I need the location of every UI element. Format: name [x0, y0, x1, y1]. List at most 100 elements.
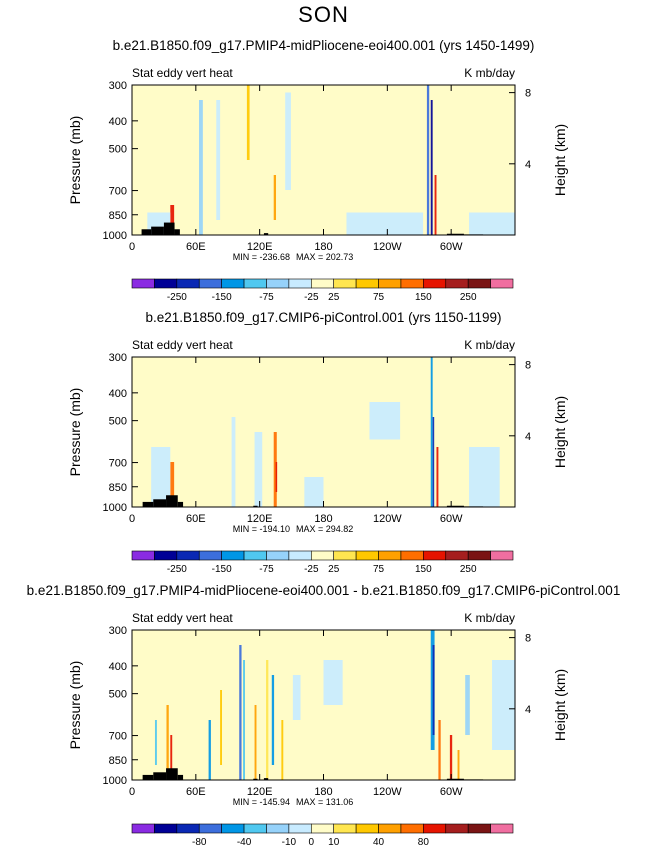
field-feature [430, 100, 433, 235]
x-tick-label: 180 [314, 241, 332, 253]
land-mask [253, 505, 258, 507]
y2-axis-label: Height (km) [552, 396, 568, 468]
land-mask [142, 774, 154, 780]
land-mask [263, 778, 269, 780]
x-tick-label: 0 [129, 786, 135, 798]
y-tick-label: 500 [109, 416, 127, 428]
x-tick-label: 120E [247, 241, 273, 253]
land-mask [253, 778, 258, 780]
field-feature [246, 85, 250, 160]
x-tick-label: 180 [314, 513, 332, 525]
colorbar-label: -25 [304, 564, 319, 572]
y2-tick-label: 4 [525, 431, 531, 443]
x-tick-label: 60W [440, 786, 463, 798]
x-tick-label: 60E [186, 241, 206, 253]
colorbar-label: -75 [259, 292, 274, 300]
colorbar-swatch [400, 823, 424, 834]
chart-svg: Stat eddy vert heat K mb/day 300 400 500 700 8… [67, 338, 568, 572]
y-tick-label: 1000 [103, 775, 127, 787]
colorbar-swatch [266, 550, 290, 561]
colorbar-swatch [131, 278, 155, 289]
colorbar-swatch [355, 823, 379, 834]
colorbar-swatch [198, 823, 222, 834]
panel-1: b.e21.B1850.f09_g17.PMIP4-midPliocene-eo… [0, 38, 647, 300]
y-axis-label: Pressure (mb) [67, 116, 83, 205]
colorbar-swatch [288, 823, 312, 834]
colorbar-swatch [467, 278, 491, 289]
y2-tick-label: 4 [525, 704, 531, 716]
land-mask [151, 226, 164, 235]
colorbar-swatch [221, 823, 245, 834]
colorbar-swatch [221, 278, 245, 289]
colorbar-label: 75 [373, 292, 385, 300]
panel-3: b.e21.B1850.f09_g17.PMIP4-midPliocene-eo… [0, 583, 647, 845]
x-tick-label: 180 [314, 786, 332, 798]
min-label: MIN = -194.10 [233, 524, 290, 534]
land-mask [446, 505, 464, 507]
land-mask [153, 499, 167, 507]
colorbar-swatch [355, 550, 379, 561]
y-tick-label: 700 [109, 186, 127, 198]
y2-tick-label: 8 [525, 633, 531, 645]
left-label: Stat eddy vert heat [132, 338, 233, 352]
land-mask [177, 774, 184, 780]
field-feature [432, 417, 435, 507]
colorbar-label: -25 [304, 292, 319, 300]
colorbar-swatch [467, 550, 491, 561]
panel-title: b.e21.B1850.f09_g17.PMIP4-midPliocene-eo… [112, 38, 535, 53]
colorbar-swatch [176, 823, 200, 834]
field-feature [449, 735, 453, 780]
x-tick-label: 0 [129, 241, 135, 253]
land-mask [174, 229, 180, 235]
colorbar-swatch [266, 278, 290, 289]
colorbar-swatch [288, 550, 312, 561]
y2-tick-label: 8 [525, 360, 531, 372]
colorbar-label: -80 [192, 837, 207, 845]
colorbar-swatch [423, 278, 447, 289]
y-tick-label: 1000 [103, 230, 127, 242]
chart-svg: Stat eddy vert heat K mb/day 300 400 500 700 8… [67, 66, 568, 300]
colorbar-swatch [400, 278, 424, 289]
colorbar-swatch [378, 550, 402, 561]
x-tick-label: 120W [373, 241, 402, 253]
right-label: K mb/day [464, 611, 515, 625]
min-label: MIN = -145.94 [233, 797, 290, 807]
land-mask [177, 501, 184, 507]
field-feature [436, 447, 439, 507]
colorbar-label: -150 [212, 292, 232, 300]
field-feature [469, 212, 515, 235]
x-tick-label: 120W [373, 513, 402, 525]
colorbar-label: -250 [167, 564, 187, 572]
field-feature [430, 630, 435, 750]
field-feature [243, 660, 245, 780]
field-feature [273, 432, 277, 507]
right-label: K mb/day [464, 338, 515, 352]
y2-axis-label: Height (km) [552, 124, 568, 196]
field-feature [438, 720, 441, 780]
x-tick-label: 120E [247, 786, 273, 798]
colorbar-swatch [310, 278, 335, 289]
field-feature [432, 645, 435, 735]
colorbar-swatch [243, 823, 267, 834]
field-feature [220, 690, 223, 765]
x-tick-label: 60W [440, 241, 463, 253]
colorbar-label: -10 [282, 837, 297, 845]
field-feature [457, 750, 460, 780]
max-label: MAX = 202.73 [296, 252, 353, 262]
colorbar-swatch [490, 823, 514, 834]
field-feature [285, 92, 291, 190]
colorbar-label: -40 [237, 837, 252, 845]
colorbar-swatch [198, 278, 222, 289]
max-label: MAX = 294.82 [296, 524, 353, 534]
panel-title: b.e21.B1850.f09_g17.CMIP6-piControl.001 … [145, 310, 502, 325]
x-tick-label: 60W [440, 513, 463, 525]
colorbar-swatch [490, 278, 514, 289]
field-feature [254, 432, 263, 507]
colorbar-label: 25 [328, 564, 340, 572]
land-mask [166, 768, 178, 780]
colorbar-label: 25 [328, 292, 340, 300]
field-feature [492, 660, 515, 750]
field-feature [465, 675, 470, 735]
field-feature [281, 720, 284, 780]
colorbar-swatch [333, 823, 357, 834]
